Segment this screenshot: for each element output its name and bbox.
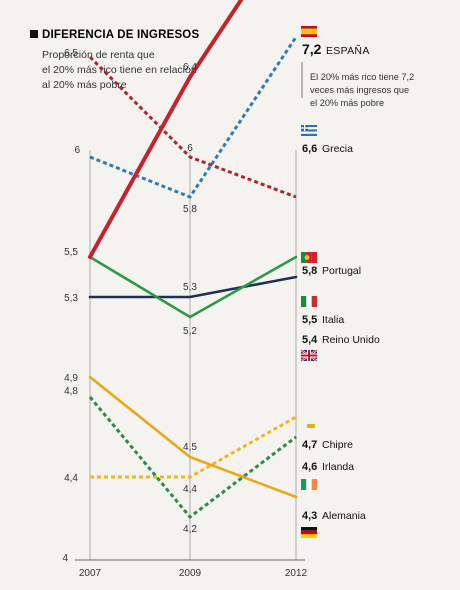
series-line-chipre — [90, 415, 297, 479]
series-name-irlanda: Irlanda — [322, 461, 354, 473]
x-tick-2007: 2007 — [79, 568, 102, 579]
series-name-alemania: Alemania — [322, 510, 366, 522]
flag-espana-icon — [301, 26, 317, 37]
chart-subtitle-line-1: Proporción de renta que — [42, 49, 155, 61]
point-label-reino-unido-2007: 5,3 — [64, 293, 78, 304]
series-name-chipre: Chipre — [322, 439, 353, 451]
flag-reino-unido-icon — [300, 349, 318, 362]
chart-grid: 2007 2009 2012 4 — [62, 150, 308, 579]
x-tick-2009: 2009 — [179, 568, 202, 579]
end-value-grecia: 6,6 — [302, 143, 317, 155]
chart-flags — [300, 26, 318, 538]
end-value-irlanda: 4,6 — [302, 461, 317, 473]
point-label-portugal-2009: 6 — [187, 143, 193, 154]
series-line-italia — [88, 255, 298, 319]
point-label-portugal-2007: 6,5 — [64, 48, 78, 59]
end-value-italia: 5,5 — [302, 314, 317, 326]
annotation-line-1: El 20% más rico tiene 7,2 — [310, 72, 414, 82]
point-label-reino-unido-2009: 5,3 — [183, 282, 197, 293]
title-marker — [30, 30, 38, 38]
series-line-portugal — [88, 55, 297, 199]
annotation-line-3: el 20% más pobre — [310, 98, 384, 108]
y-axis-label: 4 — [62, 553, 68, 564]
chart-point-labels: 6,4 6 5,8 6,5 6 5,5 5,2 5,3 5,3 4,4 4,4 4,8 4,2 4,9 4,… — [64, 48, 197, 535]
end-value-reino-unido: 5,4 — [302, 334, 318, 346]
x-tick-2012: 2012 — [285, 568, 308, 579]
annotation-line-2: veces más ingresos que — [310, 85, 409, 95]
point-label-irlanda-2007: 4,8 — [64, 386, 78, 397]
point-label-espana-2009: 6,4 — [183, 62, 197, 73]
series-name-italia: Italia — [322, 314, 344, 326]
end-value-chipre: 4,7 — [302, 439, 317, 451]
series-line-alemania — [88, 375, 298, 499]
series-line-irlanda — [88, 396, 297, 519]
point-label-grecia-2009: 5,8 — [183, 204, 197, 215]
point-label-italia-2009: 5,2 — [183, 326, 197, 337]
flag-portugal-icon — [301, 252, 317, 263]
chart-subtitle-line-3: al 20% más pobre — [42, 79, 127, 91]
point-label-italia-2007: 5,5 — [64, 247, 78, 258]
series-name-reino-unido: Reino Unido — [322, 334, 380, 346]
series-name-grecia: Grecia — [322, 143, 353, 155]
end-value-portugal: 5,8 — [302, 265, 317, 277]
chart-title: DIFERENCIA DE INGRESOS — [42, 29, 199, 41]
point-label-grecia-2007: 6 — [74, 145, 80, 156]
chart-end-labels: 7,2 ESPAÑA 6,6 Grecia 5,8 Portugal 5,5 Italia 5,… — [302, 41, 380, 522]
flag-grecia-icon — [301, 125, 317, 136]
chart-subtitle-line-2: el 20% más rico tiene en relación — [42, 64, 197, 76]
series-name-espana: ESPAÑA — [326, 44, 370, 57]
point-label-irlanda-2009: 4,2 — [183, 524, 197, 535]
series-line-reino-unido — [88, 275, 298, 299]
end-value-alemania: 4,3 — [302, 510, 317, 522]
end-value-espana: 7,2 — [302, 41, 322, 57]
flag-alemania-icon — [301, 527, 317, 538]
flag-irlanda-icon — [301, 479, 317, 490]
point-label-chipre-2007: 4,4 — [64, 473, 78, 484]
series-line-grecia — [89, 36, 298, 199]
flag-italia-icon — [301, 296, 317, 307]
point-label-chipre-2009: 4,4 — [183, 484, 197, 495]
flag-chipre-icon — [307, 424, 315, 428]
point-label-alemania-2009: 4,5 — [183, 442, 197, 453]
series-line-espana — [88, 0, 244, 259]
series-name-portugal: Portugal — [322, 265, 361, 277]
chart-series — [88, 0, 298, 519]
point-label-alemania-2007: 4,9 — [64, 373, 78, 384]
